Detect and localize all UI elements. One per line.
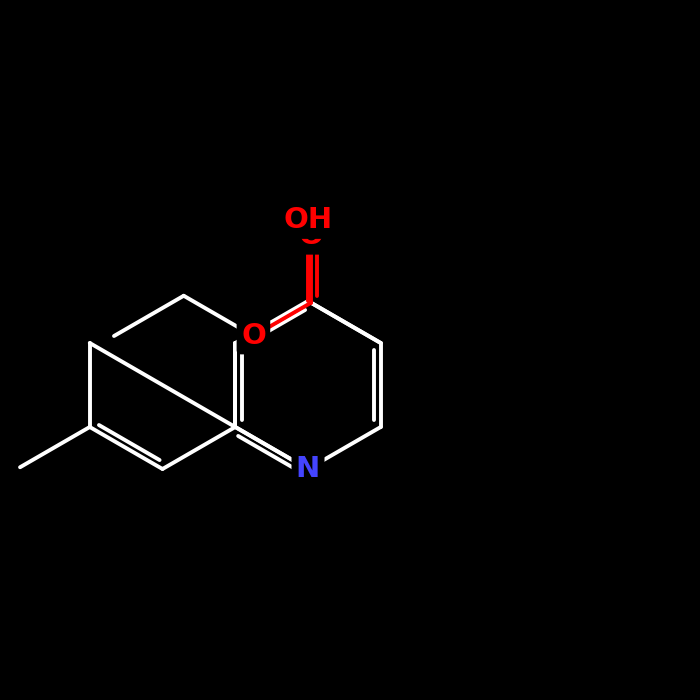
Text: O: O	[299, 223, 323, 251]
Text: N: N	[296, 455, 320, 483]
Text: O: O	[241, 322, 266, 350]
Text: OH: OH	[284, 206, 332, 235]
